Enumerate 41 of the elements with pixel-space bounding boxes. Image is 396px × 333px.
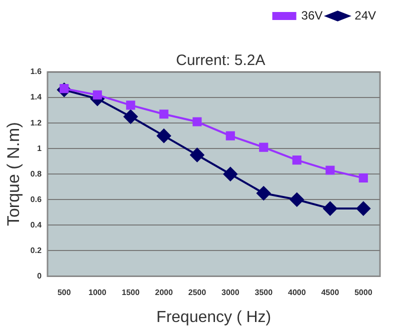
point xyxy=(223,167,238,182)
point xyxy=(326,166,335,175)
x-tick-label: 4500 xyxy=(321,288,340,298)
y-tick-label: 1 xyxy=(37,144,42,153)
x-tick-label: 1500 xyxy=(122,288,140,298)
y-tick-label: 0.8 xyxy=(30,169,42,178)
x-tick-label: 5000 xyxy=(354,288,373,298)
point xyxy=(190,148,204,162)
y-axis-title: Torque ( N.m) xyxy=(4,122,23,226)
y-tick-label: 1.2 xyxy=(30,118,42,128)
y-tick-label: 0.2 xyxy=(30,246,42,255)
y-tick-label: 0 xyxy=(37,271,42,280)
y-tick-label: 1.4 xyxy=(30,92,42,102)
x-tick-label: 500 xyxy=(57,288,72,298)
x-tick-label: 4000 xyxy=(288,288,306,298)
point xyxy=(126,100,136,110)
y-tick-label: 0.6 xyxy=(30,194,42,204)
point xyxy=(323,202,338,216)
x-tick-label: 2000 xyxy=(154,288,174,298)
point xyxy=(156,128,171,143)
point xyxy=(159,110,168,119)
point xyxy=(124,110,138,124)
x-tick-label: 1000 xyxy=(88,288,107,298)
x-tick-label: 3500 xyxy=(254,288,274,298)
chart-title: Current: 5.2A xyxy=(176,52,266,69)
point xyxy=(192,117,202,126)
x-axis-title: Frequency ( Hz) xyxy=(156,308,272,326)
point xyxy=(226,131,235,140)
point xyxy=(92,90,102,100)
x-tick-label: 2500 xyxy=(188,288,207,298)
point xyxy=(259,142,268,152)
x-tick-label: 3000 xyxy=(221,288,240,298)
point xyxy=(256,186,271,200)
point xyxy=(290,192,304,207)
point xyxy=(356,202,370,216)
point xyxy=(292,156,302,165)
y-tick-label: 1.6 xyxy=(30,67,42,76)
legend-label: 24V xyxy=(354,8,376,22)
point xyxy=(358,173,368,182)
legend-label: 36V xyxy=(301,8,323,22)
y-tick-label: 0.4 xyxy=(30,220,42,230)
